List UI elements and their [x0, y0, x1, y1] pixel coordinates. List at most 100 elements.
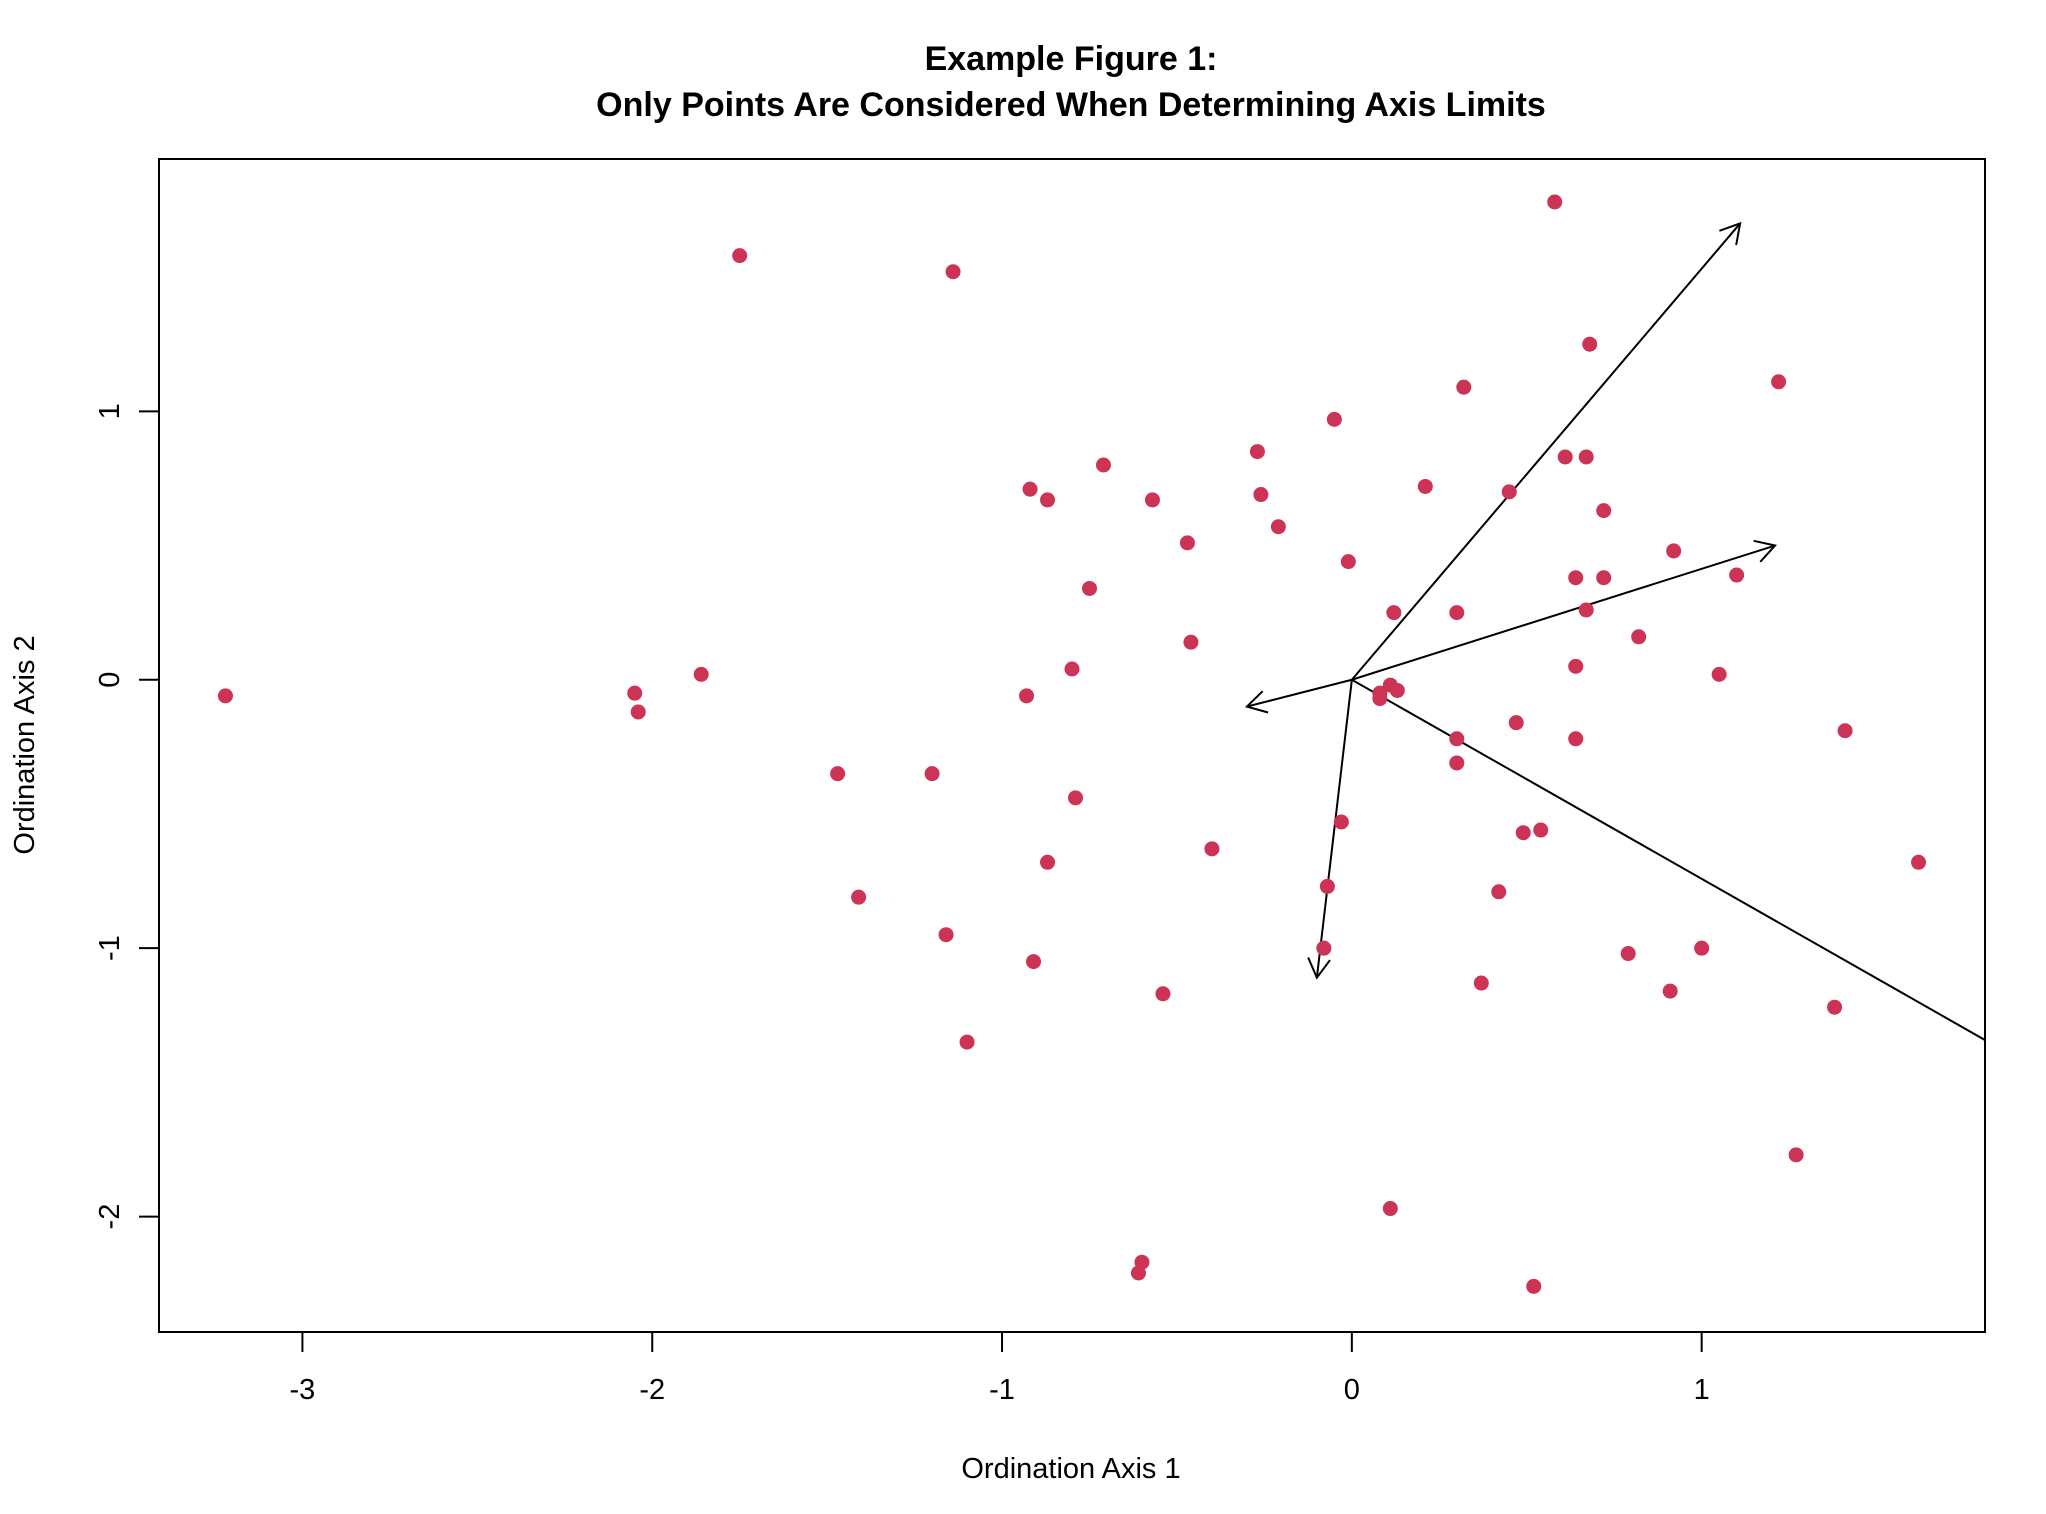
data-point	[1515, 825, 1531, 841]
data-point	[1386, 605, 1402, 621]
y-tick-label: 1	[94, 403, 126, 419]
data-point	[1040, 854, 1056, 870]
data-point	[1022, 481, 1038, 497]
data-point	[1040, 492, 1056, 508]
data-point	[1095, 457, 1111, 473]
data-point	[1666, 543, 1682, 559]
data-point	[1596, 570, 1612, 586]
x-tick-label: 0	[1344, 1374, 1360, 1406]
data-point	[1827, 999, 1843, 1015]
arrow-line	[1351, 678, 1985, 1042]
data-point	[1771, 374, 1787, 390]
y-axis-label: Ordination Axis 2	[9, 635, 41, 854]
data-point	[938, 927, 954, 943]
data-point	[1547, 194, 1563, 210]
data-point	[1837, 723, 1853, 739]
data-point	[217, 688, 233, 704]
arrow-line	[1351, 222, 1741, 681]
data-point	[1568, 658, 1584, 674]
data-point	[1582, 336, 1598, 352]
data-point	[1557, 449, 1573, 465]
data-point	[959, 1034, 975, 1050]
data-point	[1456, 379, 1472, 395]
data-point	[1326, 411, 1342, 427]
data-point	[851, 889, 867, 905]
data-point	[1417, 478, 1433, 494]
x-axis-label: Ordination Axis 1	[961, 1453, 1180, 1485]
arrow-line	[1315, 679, 1353, 978]
data-point	[1620, 946, 1636, 962]
data-point	[1533, 822, 1549, 838]
chart-title: Example Figure 1:	[925, 40, 1218, 78]
data-point	[1019, 688, 1035, 704]
data-point	[630, 704, 646, 720]
data-point	[1568, 731, 1584, 747]
data-point	[1788, 1147, 1804, 1163]
data-point	[1270, 519, 1286, 535]
data-point	[1333, 814, 1349, 830]
y-tick-label: -2	[94, 1204, 126, 1230]
data-point	[1316, 940, 1332, 956]
data-point	[1631, 629, 1647, 645]
x-tick-label: -1	[989, 1374, 1015, 1406]
arrow-line	[1246, 678, 1353, 708]
x-tick-label: -2	[639, 1374, 665, 1406]
data-point	[1067, 790, 1083, 806]
data-point	[1662, 983, 1678, 999]
data-point	[1449, 605, 1465, 621]
data-point	[1711, 666, 1727, 682]
data-point	[1568, 570, 1584, 586]
chart-subtitle: Only Points Are Considered When Determin…	[596, 86, 1546, 124]
arrows-layer	[1244, 221, 1985, 1042]
data-point	[1144, 492, 1160, 508]
data-point	[1729, 567, 1745, 583]
data-point	[1340, 554, 1356, 570]
data-point	[1130, 1265, 1146, 1281]
y-tick-label: 0	[94, 672, 126, 688]
data-point	[732, 248, 748, 264]
data-point	[1372, 691, 1388, 707]
data-point	[1508, 715, 1524, 731]
data-point	[1449, 755, 1465, 771]
data-point	[1064, 661, 1080, 677]
arrow-head	[1719, 221, 1742, 246]
data-point	[1204, 841, 1220, 857]
data-point	[627, 685, 643, 701]
arrow-head	[1244, 690, 1269, 714]
y-tick-label: -1	[94, 935, 126, 961]
x-tick-label: 1	[1694, 1374, 1710, 1406]
data-point	[1578, 602, 1594, 618]
data-point	[1694, 940, 1710, 956]
plot-frame	[158, 158, 1986, 1333]
arrow-head	[1307, 957, 1331, 980]
data-point	[1473, 975, 1489, 991]
data-point	[1449, 731, 1465, 747]
points-layer	[217, 194, 1927, 1294]
data-point	[1319, 878, 1335, 894]
x-tick-label: -3	[290, 1374, 316, 1406]
x-axis: -3 -2 -1 0 1	[290, 1331, 1710, 1406]
data-point	[1253, 487, 1269, 503]
data-point	[1155, 986, 1171, 1002]
data-point	[830, 766, 846, 782]
data-point	[1491, 884, 1507, 900]
data-point	[945, 264, 961, 280]
data-point	[1596, 503, 1612, 519]
data-point	[1081, 580, 1097, 596]
data-point	[1382, 1201, 1398, 1217]
data-point	[1179, 535, 1195, 551]
y-axis: -2 -1 0 1	[94, 403, 160, 1230]
arrow-line	[1351, 544, 1776, 681]
data-point	[1389, 682, 1405, 698]
data-point	[1501, 484, 1517, 500]
data-point	[924, 766, 940, 782]
data-point	[1526, 1278, 1542, 1294]
data-point	[1578, 449, 1594, 465]
data-point	[1183, 634, 1199, 650]
data-point	[1911, 854, 1927, 870]
data-point	[693, 666, 709, 682]
arrow-head	[1753, 539, 1778, 563]
data-point	[1026, 954, 1042, 970]
data-point	[1249, 444, 1265, 460]
